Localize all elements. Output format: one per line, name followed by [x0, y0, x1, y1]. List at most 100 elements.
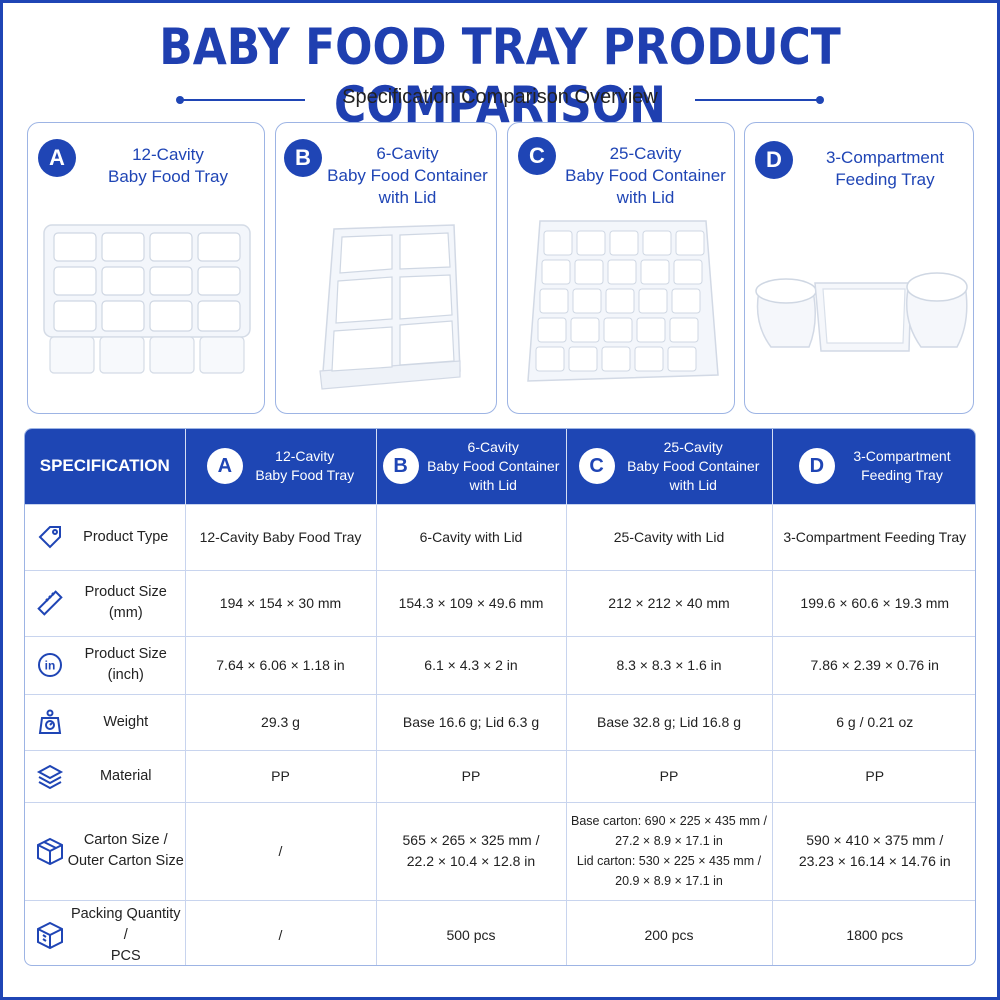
row-label-material: Material	[25, 749, 186, 802]
cavity-cell	[539, 288, 569, 314]
cavity-cell	[535, 346, 565, 372]
product-badge-b: B	[284, 139, 322, 177]
cell-material-d: PP	[772, 749, 975, 802]
row-label-text: Weight	[103, 713, 149, 730]
column-badge-d: D	[798, 448, 835, 485]
carton-c-line-2: 27.2 × 8.9 × 17.1 in	[615, 834, 723, 848]
cell-product-type-b: 6-Cavity with Lid	[376, 503, 567, 570]
cavity-cell	[609, 230, 639, 256]
column-header-d: D 3-Compartment Feeding Tray	[772, 429, 975, 504]
row-label-size-mm: Product Size (mm)	[25, 569, 186, 636]
subtitle-row: Specification Comparison Overview	[0, 86, 1000, 114]
product-d-line-2: Feeding Tray	[835, 170, 935, 189]
product-card-b: B 6-Cavity Baby Food Container with Lid	[275, 122, 497, 414]
ruler-icon	[33, 586, 67, 620]
cell-size-mm-b: 154.3 × 109 × 49.6 mm	[376, 569, 567, 636]
column-b-line-1: 6-Cavity	[467, 438, 519, 455]
cavity-cell	[636, 317, 666, 343]
cell-carton-d: 590 × 410 × 375 mm / 23.23 × 16.14 × 14.…	[772, 801, 975, 900]
product-a-line-1: 12-Cavity	[132, 145, 204, 164]
cavity-cell	[642, 230, 672, 256]
cavity-cell	[572, 288, 602, 314]
tray-12-cavity-image	[43, 224, 251, 374]
table-row-size-mm: Product Size (mm) 194 × 154 × 30 mm 154.…	[25, 569, 975, 636]
product-c-line-1: 25-Cavity	[609, 144, 682, 163]
inch-icon: in	[33, 648, 67, 682]
table-row-weight: Weight 29.3 g Base 16.6 g; Lid 6.3 g Bas…	[25, 693, 975, 750]
row-label-product-type: Product Type	[25, 503, 186, 570]
cell-size-inch-a: 7.64 × 6.06 × 1.18 in	[185, 635, 377, 694]
carton-c-line-1: Base carton: 690 × 225 × 435 mm /	[571, 814, 767, 828]
page-subtitle: Specification Comparison Overview	[342, 86, 658, 108]
container-25-cavity-image	[527, 220, 719, 382]
carton-b-line-1: 565 × 265 × 325 mm /	[402, 832, 540, 848]
row-label-text: Product Size (inch)	[84, 646, 167, 683]
feeding-tray-3-compartment-image	[755, 272, 968, 352]
column-badge-b: B	[382, 448, 419, 485]
product-c-line-2: Baby Food Container	[565, 166, 726, 185]
column-label-c: 25-Cavity Baby Food Container with Lid	[627, 438, 759, 495]
column-a-line-2: Baby Food Tray	[255, 467, 355, 484]
scale-icon	[33, 705, 67, 739]
cell-carton-c: Base carton: 690 × 225 × 435 mm / 27.2 ×…	[566, 801, 773, 900]
cell-weight-a: 29.3 g	[185, 693, 377, 750]
row-label-text: Product Size (mm)	[84, 584, 167, 621]
column-a-line-1: 12-Cavity	[275, 448, 335, 465]
cavity-cell	[601, 346, 631, 372]
cell-packing-c: 200 pcs	[566, 899, 773, 965]
row-label-size-inch: in Product Size (inch)	[25, 635, 186, 694]
cell-material-b: PP	[376, 749, 567, 802]
column-header-a: A 12-Cavity Baby Food Tray	[185, 429, 377, 504]
table-row-material: Material PP PP PP PP	[25, 749, 975, 802]
cell-packing-a: /	[185, 899, 377, 965]
row-label-carton-size: Carton Size / Outer Carton Size	[25, 801, 186, 900]
product-b-line-1: 6-Cavity	[376, 144, 439, 163]
cell-packing-b: 500 pcs	[376, 899, 567, 965]
product-card-title-c: 25-Cavity Baby Food Container with Lid	[558, 143, 733, 209]
product-d-line-1: 3-Compartment	[825, 148, 945, 167]
product-b-line-2: Baby Food Container	[327, 166, 488, 185]
table-row-packing-quantity: Packing Quantity / PCS / 500 pcs 200 pcs…	[25, 899, 975, 965]
cavity-cell	[537, 317, 567, 343]
svg-text:in: in	[45, 659, 56, 673]
column-label-a: 12-Cavity Baby Food Tray	[255, 447, 354, 485]
label-line-2: PCS	[110, 947, 141, 964]
column-d-line-2: Feeding Tray	[861, 467, 943, 484]
box-icon	[33, 834, 67, 868]
tag-icon	[33, 520, 67, 554]
cavity-cell	[570, 317, 600, 343]
container-6-cavity-image	[319, 224, 461, 390]
product-card-c: C 25-Cavity Baby Food Container with Lid	[507, 122, 735, 414]
product-a-line-2: Baby Food Tray	[107, 167, 228, 186]
cavity-cell	[543, 230, 573, 256]
spec-comparison-table: SPECIFICATION A 12-Cavity Baby Food Tray…	[24, 428, 976, 966]
cavity-cell	[667, 346, 697, 372]
cavity-cell	[541, 259, 571, 285]
row-label-text: Product Type	[83, 528, 169, 545]
column-b-line-2: Baby Food Container	[427, 457, 560, 474]
layers-icon	[33, 759, 67, 793]
column-b-line-3: with Lid	[469, 476, 517, 493]
cavity-cell	[671, 288, 701, 314]
cell-size-mm-a: 194 × 154 × 30 mm	[185, 569, 377, 636]
column-c-line-3: with Lid	[669, 476, 717, 493]
cell-weight-d: 6 g / 0.21 oz	[772, 693, 975, 750]
label-line-2: Outer Carton Size	[67, 853, 184, 869]
page-title: BABY FOOD TRAY PRODUCT COMPARISON	[159, 18, 841, 134]
product-card-d: D 3-Compartment Feeding Tray	[744, 122, 974, 414]
column-header-b: B 6-Cavity Baby Food Container with Lid	[376, 429, 567, 504]
cell-material-c: PP	[566, 749, 773, 802]
product-card-title-b: 6-Cavity Baby Food Container with Lid	[320, 143, 495, 209]
product-badge-d: D	[755, 141, 793, 179]
column-label-d: 3-Compartment Feeding Tray	[853, 447, 950, 485]
label-line-1: Carton Size /	[83, 832, 168, 848]
row-label-weight: Weight	[25, 693, 186, 750]
cell-size-inch-d: 7.86 × 2.39 × 0.76 in	[772, 635, 975, 694]
cell-carton-a: /	[185, 801, 377, 900]
table-row-size-inch: in Product Size (inch) 7.64 × 6.06 × 1.1…	[25, 635, 975, 694]
cell-size-mm-c: 212 × 212 × 40 mm	[566, 569, 773, 636]
cavity-cell	[675, 230, 705, 256]
column-header-c: C 25-Cavity Baby Food Container with Lid	[566, 429, 773, 504]
product-card-title-a: 12-Cavity Baby Food Tray	[83, 144, 253, 188]
